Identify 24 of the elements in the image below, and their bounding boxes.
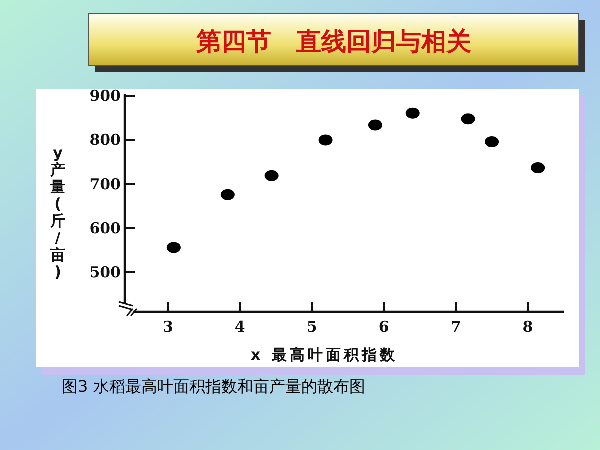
chart-title: 第四节 直线回归与相关 (196, 27, 472, 56)
point (485, 136, 500, 148)
x-tick-label: 7 (450, 318, 462, 336)
x-axis-title: x 最高叶面积指数 (251, 346, 398, 364)
point (406, 108, 420, 119)
y-axis-title: y 产量 (斤/亩) (50, 144, 66, 281)
point (166, 242, 181, 254)
caption: 图3 水稻最高叶面积指数和亩产量的散布图 (62, 377, 366, 396)
x-tick-label: 4 (234, 318, 246, 336)
y-tick-label: 500 (90, 263, 121, 282)
x-tick-label: 8 (522, 318, 534, 336)
y-tick-label: 900 (90, 87, 121, 106)
x-tick-label: 5 (306, 318, 318, 336)
y-tick-label: 600 (90, 219, 121, 238)
point (531, 162, 546, 174)
y-tick-label: 800 (90, 131, 121, 150)
point (368, 120, 382, 131)
x-tick-label: 6 (378, 318, 390, 336)
point (461, 114, 476, 125)
point (318, 134, 333, 146)
y-tick-label: 700 (90, 175, 121, 194)
point (264, 170, 279, 182)
point (220, 189, 235, 200)
x-tick-label: 3 (162, 318, 174, 336)
